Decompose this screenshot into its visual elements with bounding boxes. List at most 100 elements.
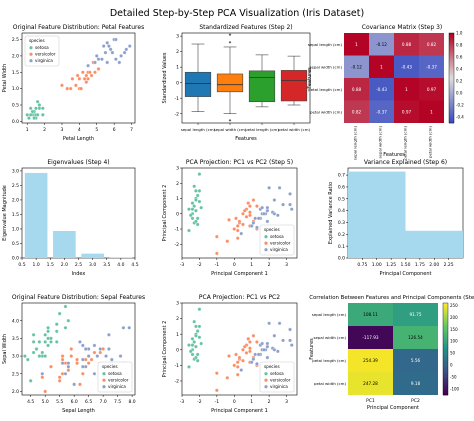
x-tick-label: 7.0 <box>100 399 107 405</box>
bar <box>53 231 76 258</box>
heat-cell <box>394 33 419 56</box>
scatter-point-versicolor <box>248 213 252 218</box>
heat-value: -117.93 <box>362 335 378 340</box>
scatter-point-setosa <box>194 189 198 193</box>
scatter-point-versicolor <box>66 368 71 373</box>
scatter-point-setosa <box>63 325 68 330</box>
colorbar-step <box>443 355 448 359</box>
scatter-point-setosa <box>192 204 197 208</box>
y-tick-label: 2.5 <box>12 183 19 189</box>
scatter-point-virginica <box>260 205 265 210</box>
colorbar-step <box>443 344 448 347</box>
x-axis-label: Features <box>235 136 257 142</box>
scatter-point-virginica <box>275 213 280 218</box>
heat-value: -0.12 <box>376 42 387 47</box>
legend-marker-virginica <box>264 385 268 389</box>
colorbar-step <box>449 62 454 65</box>
scatter-point-setosa <box>195 352 200 357</box>
x-tick-label: sepal width (cm) <box>378 126 383 159</box>
x-tick-label: 3.5 <box>103 262 110 268</box>
scatter-point-setosa <box>43 332 48 337</box>
y-tick-label: -1 <box>175 227 180 233</box>
scatter-point-versicolor <box>78 382 82 387</box>
scatter-point-setosa <box>197 199 202 204</box>
colorbar-step <box>443 321 448 324</box>
scatter-point-versicolor <box>74 83 78 88</box>
colorbar-tick-label: -100 <box>450 387 460 392</box>
scatter-point-setosa <box>27 116 31 120</box>
legend-entry: setosa <box>108 371 122 376</box>
scatter-point-versicolor <box>255 340 259 344</box>
scatter-point-setosa <box>28 112 33 117</box>
x-axis-label: Principal Component 1 <box>211 408 268 414</box>
scatter-point-versicolor <box>237 219 242 224</box>
scatter-point-setosa <box>43 340 48 344</box>
scatter-point-setosa <box>187 207 191 212</box>
y-tick-label: 2 <box>176 181 179 187</box>
colorbar-step <box>449 80 454 83</box>
y-tick-label: sepal width (cm) <box>313 335 346 340</box>
heat-cell <box>344 55 369 78</box>
x-tick-label: 0 <box>233 262 236 268</box>
scatter-point-versicolor <box>227 218 231 222</box>
scatter-point-virginica <box>95 354 100 358</box>
x-tick-label: 4 <box>78 127 81 133</box>
scatter-point-virginica <box>80 357 85 362</box>
colorbar-step <box>449 39 454 43</box>
x-axis-label: Index <box>72 271 86 277</box>
scatter-point-virginica <box>265 205 270 210</box>
scatter-point-virginica <box>93 60 97 65</box>
panel-variance-bar: Variance Explained (Step 6) Principal Com… <box>328 159 464 277</box>
scatter-point-virginica <box>265 219 270 224</box>
scatter-point-setosa <box>197 189 202 193</box>
colorbar-step <box>443 328 448 331</box>
colorbar-step <box>449 51 454 54</box>
panel-eigen-bar: Eigenvalues (Step 4) Index Eigenvalue Magn… <box>2 159 139 277</box>
x-axis-label: Petal Length <box>63 136 94 142</box>
colorbar-tick-label: 250 <box>450 303 458 308</box>
scatter-point-setosa <box>195 358 200 363</box>
heat-cell <box>348 349 393 372</box>
legend-entry: setosa <box>270 371 284 376</box>
scatter-point-virginica <box>272 198 277 202</box>
colorbar-tick-label: -0.2 <box>456 103 464 108</box>
scatter-point-setosa <box>41 106 45 111</box>
heat-value: 1 <box>405 87 408 92</box>
colorbar-step <box>449 78 454 81</box>
scatter-point-versicolor <box>86 76 90 81</box>
y-tick-label: sepal length (cm) <box>312 312 347 317</box>
y-tick-label: sepal length (cm) <box>308 42 343 47</box>
legend-entry: virginica <box>108 384 126 389</box>
colorbar-tick-label: -50 <box>450 375 457 380</box>
colorbar-step <box>443 307 448 311</box>
y-tick-label: petal width (cm) <box>314 381 346 386</box>
scatter-point-versicolor <box>214 388 219 393</box>
legend-title: species <box>264 227 280 232</box>
x-tick-label: -1 <box>215 262 220 268</box>
heat-cell <box>369 100 394 123</box>
heat-cell <box>419 33 444 56</box>
scatter-point-versicolor <box>234 216 238 221</box>
legend-marker-virginica <box>29 59 33 63</box>
scatter-point-setosa <box>46 343 50 348</box>
x-tick-label: 7 <box>130 127 133 133</box>
heat-value: 0.82 <box>427 42 437 47</box>
scatter-point-setosa <box>37 354 42 358</box>
colorbar-step <box>443 390 448 393</box>
scatter-point-versicolor <box>69 354 74 358</box>
box-body <box>184 71 212 97</box>
colorbar-step <box>443 362 448 366</box>
colorbar-step <box>449 46 454 50</box>
scatter-point-setosa <box>25 112 30 117</box>
x-tick-label: 1.25 <box>386 262 396 268</box>
x-tick-label: 0.75 <box>357 262 367 268</box>
colorbar-step <box>443 337 448 341</box>
colorbar-step <box>449 120 454 124</box>
scatter-point-setosa <box>46 325 50 330</box>
box-outlier <box>228 41 232 44</box>
scatter-point-virginica <box>265 208 270 213</box>
colorbar-step <box>449 118 454 122</box>
x-axis-label: Principal Component <box>367 405 419 411</box>
x-axis-label: Principal Component 1 <box>211 271 268 277</box>
